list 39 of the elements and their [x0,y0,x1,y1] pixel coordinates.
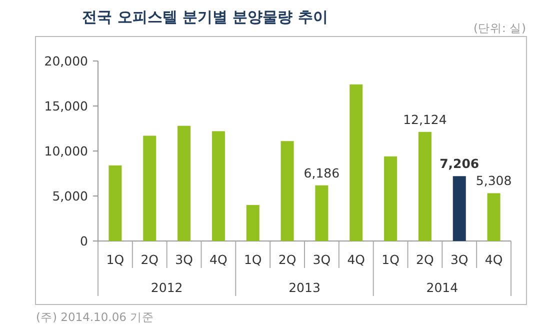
x-tick-label: 1Q [244,252,262,267]
x-tick-label: 2Q [140,252,159,267]
x-tick-label: 1Q [382,252,400,267]
bar [280,141,294,241]
bar [246,205,260,241]
bar [212,131,225,241]
x-tick-label: 3Q [450,252,468,267]
x-tick-label: 3Q [175,252,194,267]
y-tick-label: 0 [80,234,88,248]
x-tick-label: 2Q [416,252,434,267]
x-tick-label: 4Q [347,252,366,267]
data-label: 6,186 [304,165,340,180]
text: 2012 [150,280,183,295]
text: 2013 [288,280,320,295]
y-tick-label: 20,000 [44,54,88,68]
bar [178,126,191,241]
bar [350,84,363,241]
y-tick-label: 5,000 [52,188,88,204]
x-tick-label: 1Q [106,252,124,267]
chart-title: 전국 오피스텔 분기별 분양물량 추이 [82,8,328,26]
x-tick-label: 2Q [278,252,296,267]
bar [315,185,328,241]
bar [143,136,156,241]
data-label: 7,206 [440,156,480,172]
y-tick-label: 10,000 [44,144,88,158]
x-tick-label: 4Q [210,252,228,267]
data-label: 5,308 [476,173,512,188]
x-tick-label: 4Q [484,252,503,267]
text: (단위: 실) [473,21,526,35]
data-label: 12,124 [403,112,447,127]
bar [452,176,466,241]
y-tick-label: 15,000 [44,98,88,114]
text: (주) 2014.10.06 기준 [36,310,154,324]
bar [487,193,500,241]
bar [418,132,432,241]
x-tick-label: 3Q [312,252,331,267]
bar [384,156,398,241]
text: 2014 [426,280,458,295]
bar [108,165,122,241]
